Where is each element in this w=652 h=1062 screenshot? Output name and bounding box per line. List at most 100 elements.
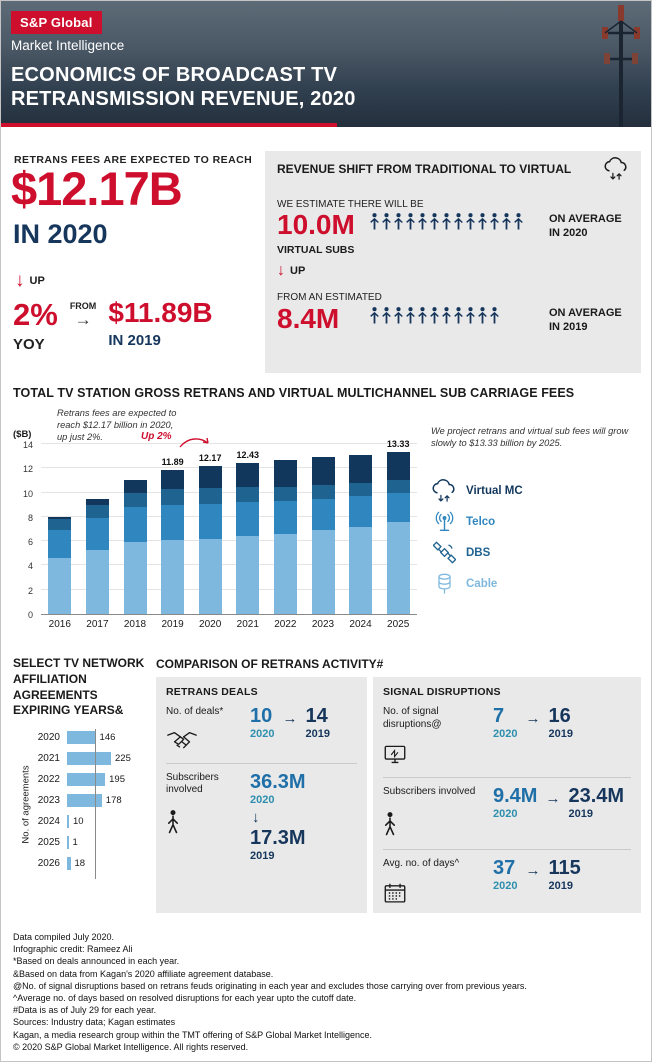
bar-segment-virtual-mc [198,466,222,488]
people-row-2020 [369,213,524,235]
legend-item-telco: Telco [429,506,523,537]
person-pictogram-icon [417,213,428,235]
x-tick-label: 2018 [123,619,147,630]
bar-total-label: 12.17 [198,453,222,464]
bar-segment-dbs [386,492,410,522]
sp-global-logo: S&P Global [11,11,102,34]
hero-up-indicator: ↓ UP [15,271,45,290]
right-arrow-icon: → [525,861,541,879]
right-arrow-icon: → [74,310,92,329]
person-pictogram-icon [405,307,416,329]
metric-values: 10 2020 → 14 2019 [250,706,330,756]
person-pictogram-icon [465,213,476,235]
bar-segment-telco [48,519,72,531]
agreements-bar-chart: No. of agreements 2020 146 2021 225 2022 195 2… [11,727,176,892]
x-tick-label: 2019 [161,619,184,630]
stacked-bar-chart: Retrans fees are expected to reach $12.1… [13,405,417,645]
chart-bar [273,459,297,614]
person-icon [383,811,489,842]
x-tick-label: 2023 [311,619,335,630]
metric-left: Subscribers involved [166,772,246,862]
x-tick-label: 2016 [48,619,71,630]
down-arrow-icon: ↓ [252,808,260,826]
signal-disruptions-rows: No. of signal disruptions@ 7 2020 → 16 2019 Su… [383,698,631,916]
retrans-deals-panel: RETRANS DEALS No. of deals* 10 2020 → 14 2019… [156,677,367,913]
agreements-year: 2023 [37,795,60,806]
value-2020: 9.4M [493,785,538,807]
bar-segment-dbs [349,496,373,527]
bar-segment-virtual-mc [311,457,335,486]
person-pictogram-icon [453,213,464,235]
bar-segment-virtual-mc [349,454,373,484]
value-2020-block: 37 2020 [493,857,517,892]
year-2020: 2020 [493,728,518,740]
from-block: FROM → [70,301,97,328]
chart-annotation-left: Retrans fees are expected to reach $12.1… [57,408,177,443]
agreements-bar [67,752,111,765]
hero-lead: RETRANS FEES ARE EXPECTED TO REACH [14,154,253,166]
bar-segment-cable [198,538,222,614]
chart-bar [161,469,185,614]
value-2019-block: 17.3M 2019 [250,827,306,862]
signal-disruptions-panel: SIGNAL DISRUPTIONS No. of signal disrupt… [373,677,641,913]
bar-segment-telco [349,483,373,497]
person-pictogram-icon [429,213,440,235]
agreements-value: 18 [74,858,86,869]
x-tick-label: 2021 [236,619,259,630]
metric-values: 36.3M 2020 ↓ 17.3M 2019 [250,770,306,862]
bar-segment-dbs [273,501,297,534]
chart-bar [85,498,109,614]
year-2020: 2020 [250,728,275,740]
bar-segment-cable [349,526,373,614]
bar-segment-telco [85,504,109,519]
agreements-year: 2024 [37,816,60,827]
bar-segment-cable [386,521,410,614]
agreements-row: 2025 1 [33,832,173,853]
bar-segment-virtual-mc [161,469,185,489]
gridline [41,443,417,444]
bar-segment-dbs [161,504,185,540]
gridline [41,491,417,493]
yoy-label: YOY [13,336,45,353]
agreements-year: 2020 [37,732,60,743]
bar-total-label: 13.33 [386,439,410,450]
person-pictogram-icon [381,307,392,329]
metric-label: Subscribers involved [166,771,219,796]
person-pictogram-icon [453,307,464,329]
pct-value: 2% [13,297,58,332]
value-2020: 36.3M [250,770,306,793]
agreements-row: 2022 195 [33,769,173,790]
y-tick-label: 2 [27,585,33,596]
y-tick-label: 0 [27,610,33,620]
person-pictogram-icon [369,307,380,329]
curved-arrow-icon [179,437,209,448]
bar-segment-virtual-mc [236,463,260,488]
y-tick-label: 6 [27,537,33,548]
legend-label: Telco [466,515,496,528]
legend-item-virtual-mc: Virtual MC [429,475,523,506]
stacked-chart-title: TOTAL TV STATION GROSS RETRANS AND VIRTU… [13,386,575,400]
prev-year: IN 2019 [108,332,161,349]
revenue-shift-panel: REVENUE SHIFT FROM TRADITIONAL TO VIRTUA… [265,151,641,373]
bar-segment-cable [48,558,72,614]
value-2019-block: 115 2019 [548,857,580,892]
chart-annotation-right: We project retrans and virtual sub fees … [431,426,629,449]
down-arrow-icon: ↓ [15,270,25,291]
value-2019-block: 14 2019 [305,706,329,741]
comparison-row: Subscribers involved 36.3M 2020 ↓ 17.3M 2019 [166,762,357,869]
metric-label: Subscribers involved [383,786,476,797]
metric-left: No. of deals* [166,706,246,756]
person-pictogram-icon [465,307,476,329]
handshake-icon [166,731,246,756]
plot-area: 11.89 12.17 12.43 13.33 [41,439,417,615]
footnote-line: Data compiled July 2020. [13,932,115,942]
virtual-subs-2020-value: 10.0M [277,209,355,240]
footnote-line: © 2020 S&P Global Market Intelligence. A… [13,1041,249,1052]
metric-label: Avg. no. of days^ [383,857,460,869]
footnote-line: Sources: Industry data; Kagan estimates [13,1017,176,1028]
agreements-year: 2025 [37,837,60,848]
bar-segment-dbs [236,502,260,537]
person-pictogram-icon [441,213,452,235]
gridline [41,588,417,590]
person-pictogram-icon [369,213,380,235]
